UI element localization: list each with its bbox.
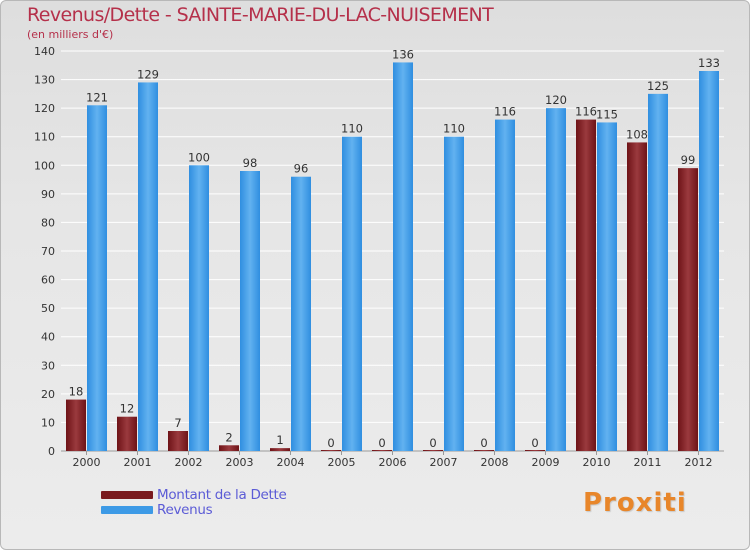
debt-bar (270, 448, 290, 451)
y-tick-label: 140 (34, 45, 55, 58)
debt-bar (168, 431, 188, 451)
data-label: 120 (545, 93, 567, 107)
y-tick-label: 120 (34, 102, 55, 115)
legend-item-revenue: Revenus (101, 501, 287, 518)
debt-bar (321, 450, 341, 451)
x-tick-label: 2010 (583, 456, 611, 469)
data-label: 121 (86, 90, 108, 104)
revenue-bar (444, 136, 464, 451)
legend-label-revenue: Revenus (157, 501, 213, 518)
data-label: 1 (276, 433, 283, 447)
data-label: 108 (626, 127, 648, 141)
data-label: 136 (392, 47, 414, 61)
y-tick-label: 70 (41, 245, 55, 258)
y-tick-label: 50 (41, 302, 55, 315)
chart-title: Revenus/Dette - SAINTE-MARIE-DU-LAC-NUIS… (27, 4, 494, 26)
y-tick-label: 20 (41, 388, 55, 401)
debt-bar (576, 119, 596, 452)
y-tick-label: 90 (41, 188, 55, 201)
revenue-bar (699, 71, 719, 451)
x-tick-label: 2011 (634, 456, 662, 469)
debt-bar (627, 142, 647, 451)
revenue-bar (138, 82, 158, 451)
x-tick-label: 2006 (379, 456, 407, 469)
data-label: 2 (225, 430, 232, 444)
debt-bar (423, 450, 443, 451)
data-label: 7 (174, 416, 181, 430)
x-tick-label: 2002 (175, 456, 203, 469)
proxiti-logo: Proxiti (583, 488, 687, 518)
data-label: 0 (531, 436, 538, 450)
data-label: 0 (480, 436, 487, 450)
data-label: 12 (120, 402, 135, 416)
y-tick-label: 40 (41, 331, 55, 344)
data-label: 116 (575, 105, 597, 119)
y-tick-label: 0 (48, 445, 55, 458)
chart-subtitle: (en milliers d'€) (27, 28, 114, 41)
debt-bar (372, 450, 392, 451)
debt-bar (678, 168, 698, 451)
y-tick-label: 80 (41, 216, 55, 229)
data-label: 98 (243, 156, 258, 170)
revenue-bar (597, 122, 617, 451)
revenue-bar (291, 176, 311, 451)
revenue-bar (546, 108, 566, 452)
debt-bar (525, 450, 545, 451)
data-label: 129 (137, 67, 159, 81)
debt-bar (474, 450, 494, 451)
y-tick-label: 10 (41, 416, 55, 429)
revenue-bar (189, 165, 209, 452)
data-label: 96 (294, 162, 309, 176)
data-label: 0 (429, 436, 436, 450)
data-label: 125 (647, 79, 669, 93)
x-tick-label: 2008 (481, 456, 509, 469)
y-tick-label: 60 (41, 274, 55, 287)
data-label: 115 (596, 107, 618, 121)
revenue-bar (240, 171, 260, 451)
revenue-bar (87, 105, 107, 452)
x-tick-label: 2001 (124, 456, 152, 469)
legend-item-debt: Montant de la Dette (101, 486, 287, 503)
revenue-bar (648, 93, 668, 451)
y-tick-label: 100 (34, 159, 55, 172)
debt-bar (219, 445, 239, 451)
x-tick-label: 2009 (532, 456, 560, 469)
x-tick-label: 2004 (277, 456, 305, 469)
data-label: 18 (69, 385, 84, 399)
revenue-bar (495, 119, 515, 452)
chart-legend: Montant de la Dette Revenus (101, 486, 287, 518)
legend-label-debt: Montant de la Dette (157, 486, 287, 503)
data-label: 133 (698, 56, 720, 70)
data-label: 110 (443, 122, 465, 136)
data-label: 0 (378, 436, 385, 450)
data-label: 100 (188, 150, 210, 164)
data-label: 99 (681, 153, 696, 167)
revenue-bar (342, 136, 362, 451)
data-label: 0 (327, 436, 334, 450)
y-tick-label: 30 (41, 359, 55, 372)
x-tick-label: 2000 (73, 456, 101, 469)
y-tick-label: 130 (34, 74, 55, 87)
x-tick-label: 2007 (430, 456, 458, 469)
debt-bar (117, 416, 137, 451)
x-tick-label: 2005 (328, 456, 356, 469)
revenue-bar (393, 62, 413, 452)
debt-bar (66, 399, 86, 451)
legend-swatch-debt (101, 490, 153, 499)
data-label: 116 (494, 105, 516, 119)
legend-swatch-revenue (101, 505, 153, 514)
y-tick-label: 110 (34, 131, 55, 144)
x-tick-label: 2012 (685, 456, 713, 469)
x-tick-label: 2003 (226, 456, 254, 469)
data-label: 110 (341, 122, 363, 136)
